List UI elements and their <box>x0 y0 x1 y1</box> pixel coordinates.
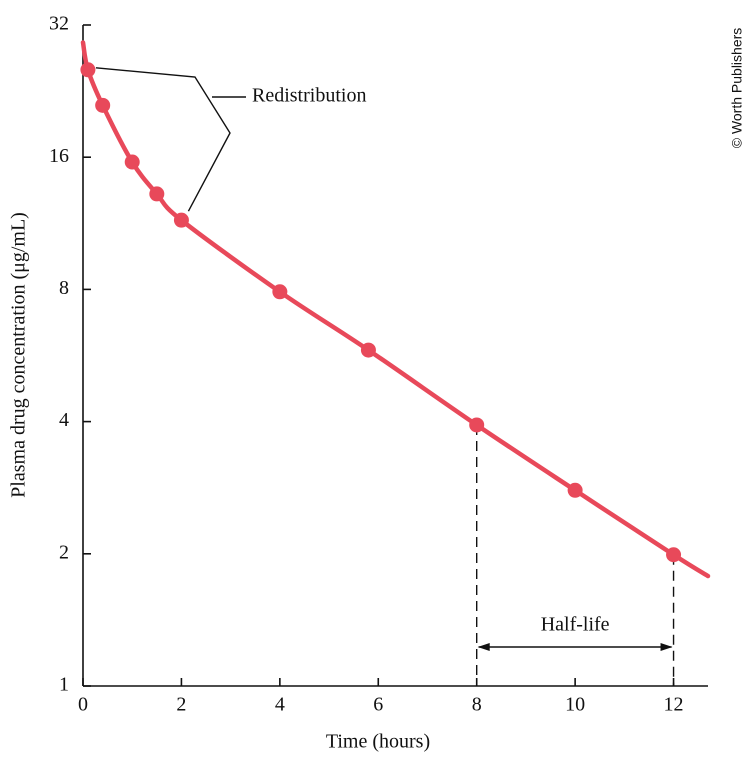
data-point <box>469 417 485 433</box>
x-tick-label: 0 <box>78 694 88 716</box>
half-life-label: Half-life <box>541 614 610 636</box>
data-point <box>149 186 165 202</box>
x-tick-label: 2 <box>176 694 186 716</box>
data-point <box>272 284 288 300</box>
data-point <box>95 97 111 113</box>
data-point <box>173 212 189 228</box>
data-point <box>567 482 583 498</box>
data-point <box>124 154 140 170</box>
data-point <box>80 62 96 78</box>
redistribution-label: Redistribution <box>252 85 366 107</box>
y-tick-label: 16 <box>49 145 69 167</box>
x-tick-label: 10 <box>565 694 585 716</box>
y-tick-label: 8 <box>59 277 69 299</box>
x-axis-label: Time (hours) <box>326 731 430 753</box>
x-tick-label: 8 <box>472 694 482 716</box>
y-tick-label: 1 <box>59 674 69 696</box>
x-tick-label: 6 <box>373 694 383 716</box>
credit: © Worth Publishers <box>729 28 745 149</box>
curve <box>80 40 711 579</box>
y-axis-label: Plasma drug concentration (μg/mL) <box>8 212 30 498</box>
data-point <box>360 342 376 358</box>
redistribution-pointer <box>95 67 231 212</box>
x-tick-label: 4 <box>275 694 285 716</box>
y-tick-label: 2 <box>59 541 69 563</box>
y-tick-label: 32 <box>49 13 69 35</box>
x-tick-label: 12 <box>664 694 684 716</box>
y-tick-label: 4 <box>59 409 69 431</box>
data-point <box>666 547 682 563</box>
